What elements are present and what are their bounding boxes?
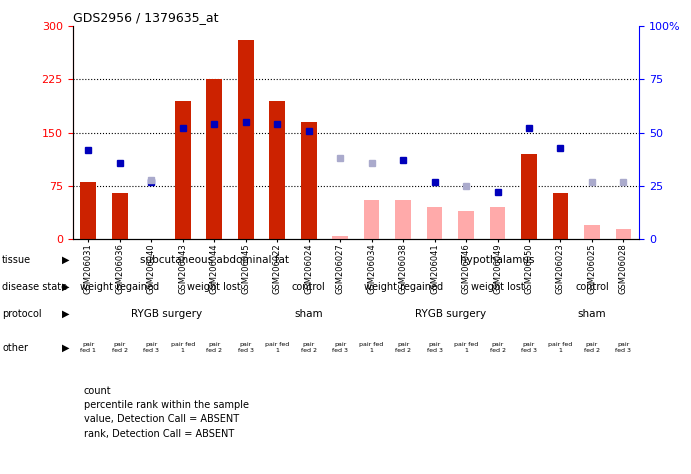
Text: pair
fed 2: pair fed 2 xyxy=(395,342,411,353)
Bar xyxy=(553,193,568,239)
Text: weight regained: weight regained xyxy=(363,282,443,292)
Text: sham: sham xyxy=(578,309,606,319)
Text: pair
fed 2: pair fed 2 xyxy=(584,342,600,353)
Bar xyxy=(395,201,411,239)
Text: pair
fed 2: pair fed 2 xyxy=(112,342,128,353)
Text: tissue: tissue xyxy=(2,255,31,264)
Text: pair
fed 2: pair fed 2 xyxy=(301,342,316,353)
Text: control: control xyxy=(575,282,609,292)
Text: percentile rank within the sample: percentile rank within the sample xyxy=(84,400,249,410)
Bar xyxy=(521,154,537,239)
Text: protocol: protocol xyxy=(2,309,41,319)
Text: pair
fed 2: pair fed 2 xyxy=(206,342,223,353)
Text: hypothalamus: hypothalamus xyxy=(460,255,535,264)
Text: pair fed
1: pair fed 1 xyxy=(454,342,478,353)
Text: weight regained: weight regained xyxy=(80,282,160,292)
Text: pair
fed 3: pair fed 3 xyxy=(616,342,632,353)
Text: RYGB surgery: RYGB surgery xyxy=(415,309,486,319)
Text: pair
fed 3: pair fed 3 xyxy=(426,342,442,353)
Text: RYGB surgery: RYGB surgery xyxy=(131,309,202,319)
Text: control: control xyxy=(292,282,325,292)
Text: rank, Detection Call = ABSENT: rank, Detection Call = ABSENT xyxy=(84,428,234,439)
Text: other: other xyxy=(2,343,28,353)
Bar xyxy=(207,80,222,239)
Bar xyxy=(426,208,442,239)
Text: ▶: ▶ xyxy=(61,343,69,353)
Text: value, Detection Call = ABSENT: value, Detection Call = ABSENT xyxy=(84,414,238,425)
Text: weight lost: weight lost xyxy=(187,282,241,292)
Text: pair fed
1: pair fed 1 xyxy=(171,342,195,353)
Text: pair
fed 3: pair fed 3 xyxy=(143,342,159,353)
Text: ▶: ▶ xyxy=(61,282,69,292)
Text: pair
fed 3: pair fed 3 xyxy=(332,342,348,353)
Bar xyxy=(332,236,348,239)
Text: weight lost: weight lost xyxy=(471,282,524,292)
Text: pair
fed 3: pair fed 3 xyxy=(521,342,537,353)
Text: subcutaneous abdominal fat: subcutaneous abdominal fat xyxy=(140,255,289,264)
Bar xyxy=(269,101,285,239)
Text: sham: sham xyxy=(294,309,323,319)
Text: disease state: disease state xyxy=(2,282,67,292)
Bar xyxy=(584,225,600,239)
Bar xyxy=(238,40,254,239)
Bar xyxy=(80,182,96,239)
Bar xyxy=(616,229,632,239)
Text: GDS2956 / 1379635_at: GDS2956 / 1379635_at xyxy=(73,11,218,24)
Text: count: count xyxy=(84,386,111,396)
Bar xyxy=(490,208,505,239)
Text: pair
fed 2: pair fed 2 xyxy=(489,342,506,353)
Text: ▶: ▶ xyxy=(61,255,69,264)
Bar xyxy=(363,201,379,239)
Bar xyxy=(301,122,316,239)
Text: pair fed
1: pair fed 1 xyxy=(549,342,573,353)
Bar xyxy=(175,101,191,239)
Text: pair
fed 1: pair fed 1 xyxy=(80,342,96,353)
Bar xyxy=(112,193,128,239)
Text: ▶: ▶ xyxy=(61,309,69,319)
Text: pair
fed 3: pair fed 3 xyxy=(238,342,254,353)
Text: pair fed
1: pair fed 1 xyxy=(359,342,384,353)
Text: pair fed
1: pair fed 1 xyxy=(265,342,290,353)
Bar xyxy=(458,211,474,239)
